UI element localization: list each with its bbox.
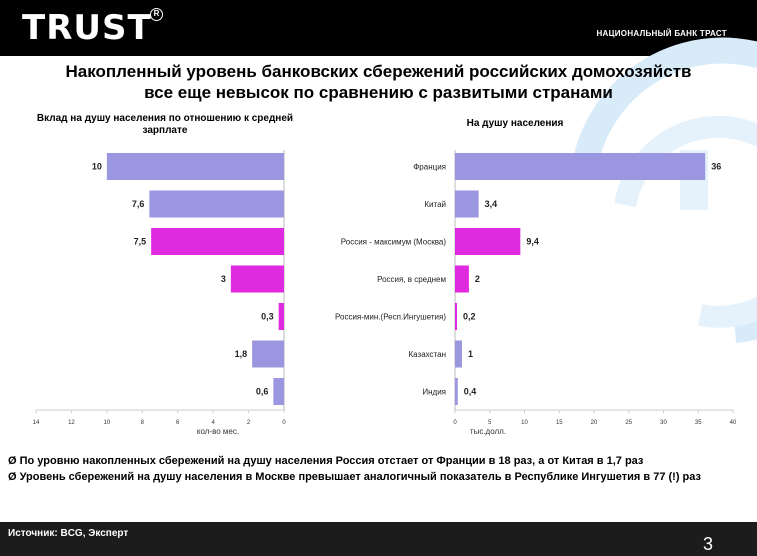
- left-tick-2: 10: [104, 420, 111, 426]
- right-bar-value-1: 3,4: [485, 199, 498, 209]
- left-bar-value-5: 1,8: [235, 349, 248, 359]
- right-bar-0: [455, 153, 706, 180]
- category-label-4: Россия-мин.(Респ.Ингушетия): [335, 313, 446, 322]
- left-chart-title: Вклад на душу населения по отношению к с…: [36, 113, 294, 136]
- category-label-3: Россия, в среднем: [377, 275, 446, 284]
- right-tick-8: 40: [730, 420, 737, 426]
- left-bar-2: [151, 228, 284, 255]
- right-tick-4: 20: [591, 420, 598, 426]
- right-bar-value-6: 0,4: [464, 387, 477, 397]
- left-tick-0: 14: [33, 420, 40, 426]
- footer-bar: Источник: BCG, Эксперт 3: [0, 522, 757, 556]
- right-bar-1: [455, 190, 479, 218]
- right-bar-5: [455, 340, 462, 368]
- left-bar-5: [252, 340, 284, 368]
- left-tick-4: 6: [176, 420, 180, 426]
- left-bar-value-0: 10: [92, 162, 102, 172]
- registered-icon: R: [150, 8, 163, 21]
- right-tick-0: 0: [453, 420, 457, 426]
- right-tick-3: 15: [556, 420, 563, 426]
- category-label-1: Китай: [424, 200, 446, 209]
- header-bar: TRUST R НАЦИОНАЛЬНЫЙ БАНК ТРАСТ: [0, 0, 757, 56]
- page-number: 3: [702, 534, 713, 554]
- title-line-2: все еще невысок по сравнению с развитыми…: [144, 83, 613, 102]
- right-tick-7: 35: [695, 420, 702, 426]
- right-tick-5: 25: [625, 420, 632, 426]
- left-bar-value-4: 0,3: [261, 312, 274, 322]
- right-bar-value-2: 9,4: [526, 237, 539, 247]
- left-tick-3: 8: [141, 420, 145, 426]
- bank-name: НАЦИОНАЛЬНЫЙ БАНК ТРАСТ: [596, 29, 727, 38]
- left-bar-0: [106, 153, 284, 180]
- right-axis-label: тыс.долл.: [470, 427, 506, 436]
- category-label-5: Казахстан: [409, 350, 447, 359]
- right-bar-6: [455, 378, 458, 405]
- right-bar-3: [455, 265, 469, 293]
- right-bar-value-5: 1: [468, 349, 473, 359]
- right-bar-2: [455, 228, 521, 255]
- title-line-1: Накопленный уровень банковских сбережени…: [65, 62, 692, 81]
- right-bar-value-4: 0,2: [463, 312, 476, 322]
- left-tick-5: 4: [211, 420, 215, 426]
- bullet-2: Ø Уровень сбережений на душу населения в…: [8, 471, 701, 483]
- bullet-list: Ø По уровню накопленных сбережений на ду…: [8, 453, 753, 485]
- left-bar-value-6: 0,6: [256, 387, 269, 397]
- category-label-6: Индия: [422, 388, 446, 397]
- right-bar-value-3: 2: [475, 274, 480, 284]
- left-bar-3: [230, 265, 284, 293]
- left-bar-1: [149, 190, 284, 218]
- right-chart-title: На душу населения: [466, 118, 564, 129]
- left-bar-value-3: 3: [221, 274, 226, 284]
- category-label-0: Франция: [413, 163, 446, 172]
- bullet-1: Ø По уровню накопленных сбережений на ду…: [8, 455, 644, 467]
- category-label-2: Россия - максимум (Москва): [341, 238, 447, 247]
- right-tick-6: 30: [660, 420, 667, 426]
- left-bar-4: [278, 303, 284, 330]
- left-bar-value-1: 7,6: [132, 199, 145, 209]
- right-tick-1: 5: [488, 420, 492, 426]
- left-bar-6: [273, 378, 284, 405]
- left-bar-value-2: 7,5: [134, 237, 147, 247]
- source-text: Источник: BCG, Эксперт: [8, 528, 129, 539]
- right-tick-2: 10: [521, 420, 528, 426]
- right-bar-4: [455, 303, 457, 330]
- left-tick-1: 12: [68, 420, 75, 426]
- left-tick-7: 0: [282, 420, 286, 426]
- slide-title: Накопленный уровень банковских сбережени…: [0, 61, 757, 103]
- right-bar-value-0: 36: [711, 162, 721, 172]
- trust-logo: TRUST: [22, 8, 152, 48]
- left-axis-label: кол-во мес.: [197, 427, 239, 436]
- left-tick-6: 2: [247, 420, 251, 426]
